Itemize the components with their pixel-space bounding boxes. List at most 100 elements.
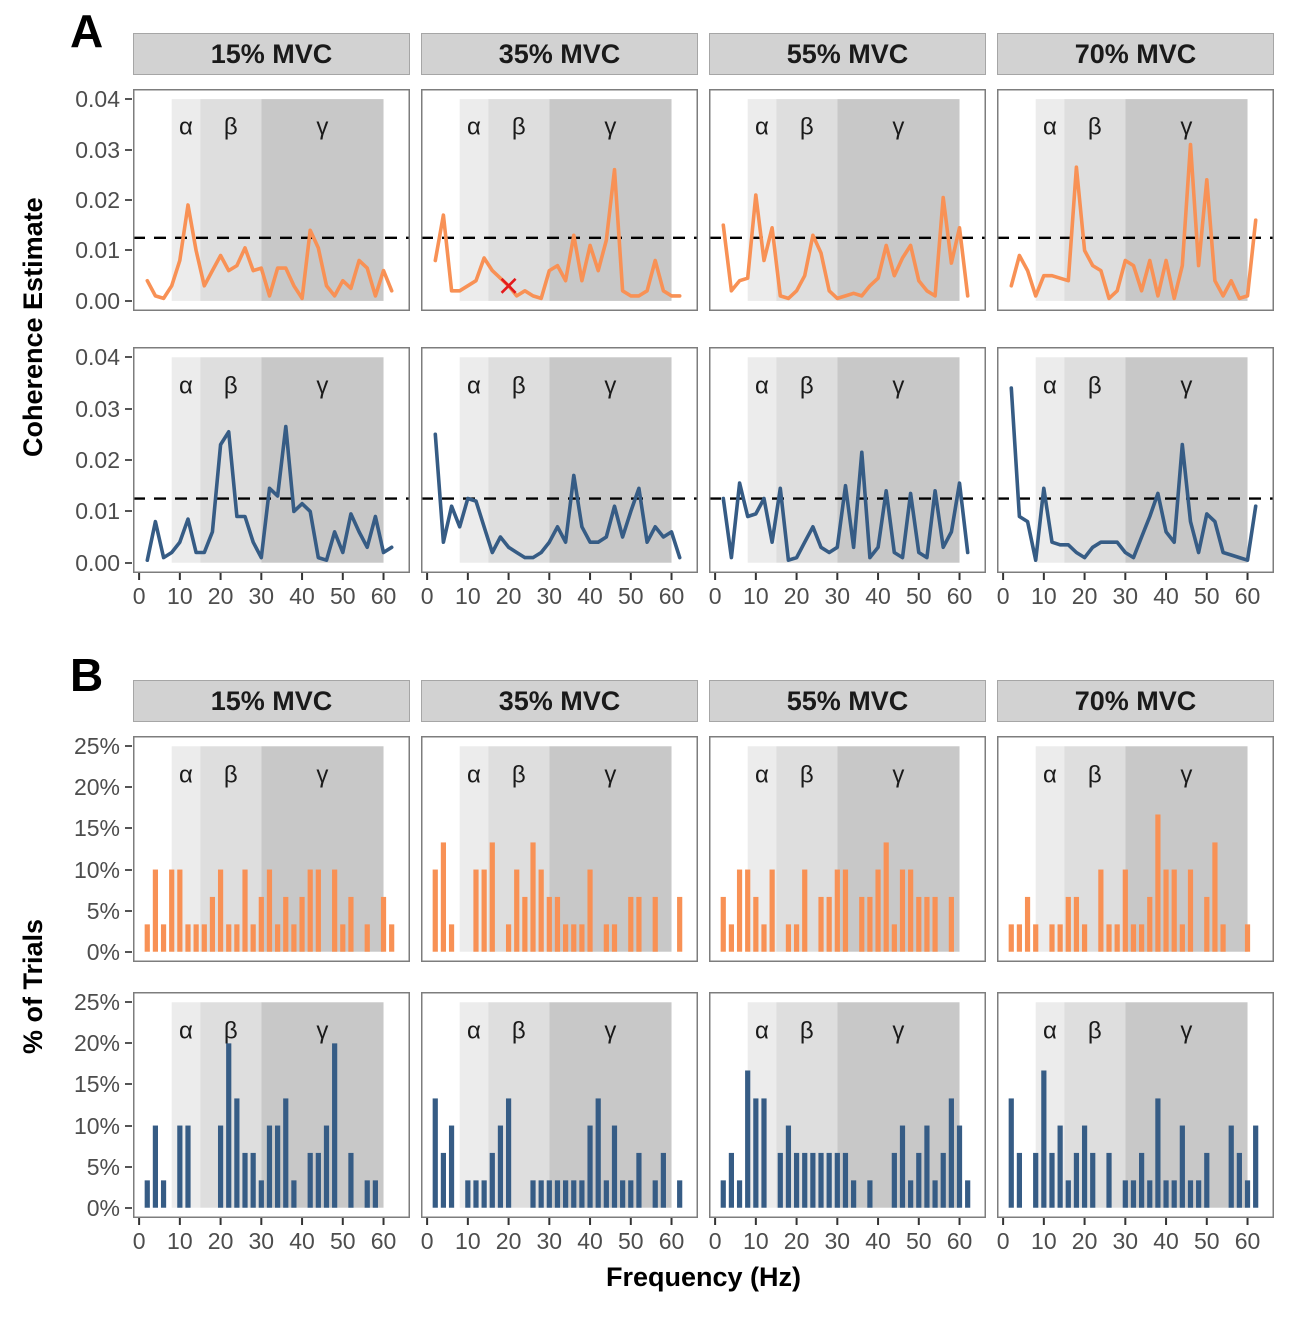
x-tick-label: 20 (784, 1228, 810, 1254)
chart-canvas: α β γ 0 10 20 30 40 50 60 (709, 347, 986, 609)
x-tick-label: 10 (1031, 583, 1057, 609)
frequency-bands (1035, 357, 1248, 563)
band-label: γ (604, 372, 616, 399)
y-tick-mark (125, 249, 132, 252)
y-tick-mark (125, 1083, 132, 1086)
y-tick-label: 0.03 (75, 395, 120, 422)
chart-canvas: α β γ 0 10 20 30 40 50 60 (133, 347, 410, 609)
subplot-b-row1-35mvc: α β γ (421, 736, 698, 962)
x-tick-label: 50 (618, 1228, 644, 1254)
band-label: γ (892, 372, 904, 399)
band-label: γ (604, 761, 616, 788)
y-tick-mark (125, 510, 132, 513)
y-tick-label: 0.01 (75, 237, 120, 264)
x-tick-label: 40 (865, 1228, 891, 1254)
band-label: γ (1180, 114, 1192, 141)
x-tick-label: 30 (537, 1228, 563, 1254)
x-tick-label: 50 (1194, 583, 1220, 609)
y-tick-label: 0% (86, 938, 120, 965)
x-tick-label: 20 (496, 1228, 522, 1254)
x-tick-label: 20 (208, 1228, 234, 1254)
y-tick-mark (125, 199, 132, 201)
x-tick-label: 40 (577, 583, 603, 609)
x-tick-label: 0 (997, 1228, 1010, 1254)
y-tick-mark (125, 299, 132, 302)
band-label: β (224, 761, 238, 788)
bar-series (1008, 1070, 1259, 1208)
x-tick-label: 60 (659, 583, 685, 609)
x-tick-label: 40 (289, 1228, 315, 1254)
frequency-bands (1035, 746, 1248, 952)
panel-b-label: B (70, 649, 104, 701)
subplot-b-row2-35mvc: α β γ 0 10 20 30 40 50 60 (421, 992, 698, 1254)
column-header-b-35mvc: 35% MVC (421, 680, 698, 722)
band-label: γ (316, 114, 328, 141)
chart-canvas: α β γ (133, 89, 410, 311)
band-label: α (755, 761, 769, 788)
x-tick-label: 0 (709, 583, 722, 609)
x-tick-label: 10 (167, 583, 193, 609)
subplot-b-row1-70mvc: α β γ (997, 736, 1274, 962)
chart-canvas: α β γ 0 10 20 30 40 50 60 (709, 992, 986, 1254)
x-tick-label: 50 (330, 583, 356, 609)
band-label: α (179, 114, 193, 141)
column-header-b-70mvc: 70% MVC (997, 680, 1274, 722)
y-tick-mark (125, 827, 132, 830)
column-header-a-35mvc: 35% MVC (421, 33, 698, 75)
subplot-a-row2-15mvc: α β γ 0 10 20 30 40 50 60 (133, 347, 410, 609)
x-tick-label: 0 (421, 583, 434, 609)
band-label: α (467, 114, 481, 141)
y-tick-mark (125, 561, 132, 564)
bar-series (720, 1070, 971, 1208)
band-label: γ (604, 114, 616, 141)
band-label: γ (604, 1017, 616, 1044)
x-tick-label: 50 (330, 1228, 356, 1254)
subplot-b-row2-55mvc: α β γ 0 10 20 30 40 50 60 (709, 992, 986, 1254)
subplot-a-row2-70mvc: α β γ 0 10 20 30 40 50 60 (997, 347, 1274, 609)
subplot-a-row2-55mvc: α β γ 0 10 20 30 40 50 60 (709, 347, 986, 609)
x-tick-label: 50 (618, 583, 644, 609)
y-tick-mark (125, 1124, 132, 1127)
x-tick-label: 30 (825, 1228, 851, 1254)
band-label: γ (892, 114, 904, 141)
coherence-line-series (1009, 142, 1258, 301)
band-label: β (1088, 114, 1102, 141)
coherence-line-series (145, 203, 394, 301)
band-label: α (179, 761, 193, 788)
y-tick-label: 0.02 (75, 447, 120, 473)
y-tick-mark (125, 148, 132, 151)
band-label: α (755, 114, 769, 141)
x-tick-label: 60 (659, 1228, 685, 1254)
y-tick-label: 0.00 (75, 549, 120, 576)
y-tick-mark (125, 407, 132, 410)
y-tick-mark (125, 868, 132, 871)
subplot-b-row1-15mvc: α β γ (133, 736, 410, 962)
band-label: α (179, 372, 193, 399)
y-axis-title-trials: % of Trials (18, 918, 48, 1054)
bar-series (432, 842, 683, 952)
band-label: α (1043, 761, 1057, 788)
chart-canvas: α β γ 0 10 20 30 40 50 60 (421, 347, 698, 609)
x-tick-label: 40 (1153, 583, 1179, 609)
band-label: γ (316, 372, 328, 399)
y-tick-label: 0.03 (75, 136, 120, 163)
band-label: β (800, 761, 814, 788)
x-tick-label: 50 (1194, 1228, 1220, 1254)
band-label: γ (892, 1017, 904, 1044)
chart-canvas: α β γ (709, 736, 986, 962)
x-tick-label: 50 (906, 583, 932, 609)
band-label: β (224, 114, 238, 141)
band-label: β (1088, 372, 1102, 399)
subplot-a-row1-70mvc: α β γ (997, 89, 1274, 311)
band-label: β (224, 372, 238, 399)
column-header-a-55mvc: 55% MVC (709, 33, 986, 75)
x-tick-label: 10 (743, 1228, 769, 1254)
frequency-bands (459, 357, 672, 563)
y-tick-mark (125, 1165, 132, 1168)
bar-series (1008, 814, 1251, 952)
x-tick-label: 60 (1235, 583, 1261, 609)
x-tick-label: 0 (421, 1228, 434, 1254)
column-header-b-15mvc: 15% MVC (133, 680, 410, 722)
chart-canvas: α β γ (997, 736, 1274, 962)
